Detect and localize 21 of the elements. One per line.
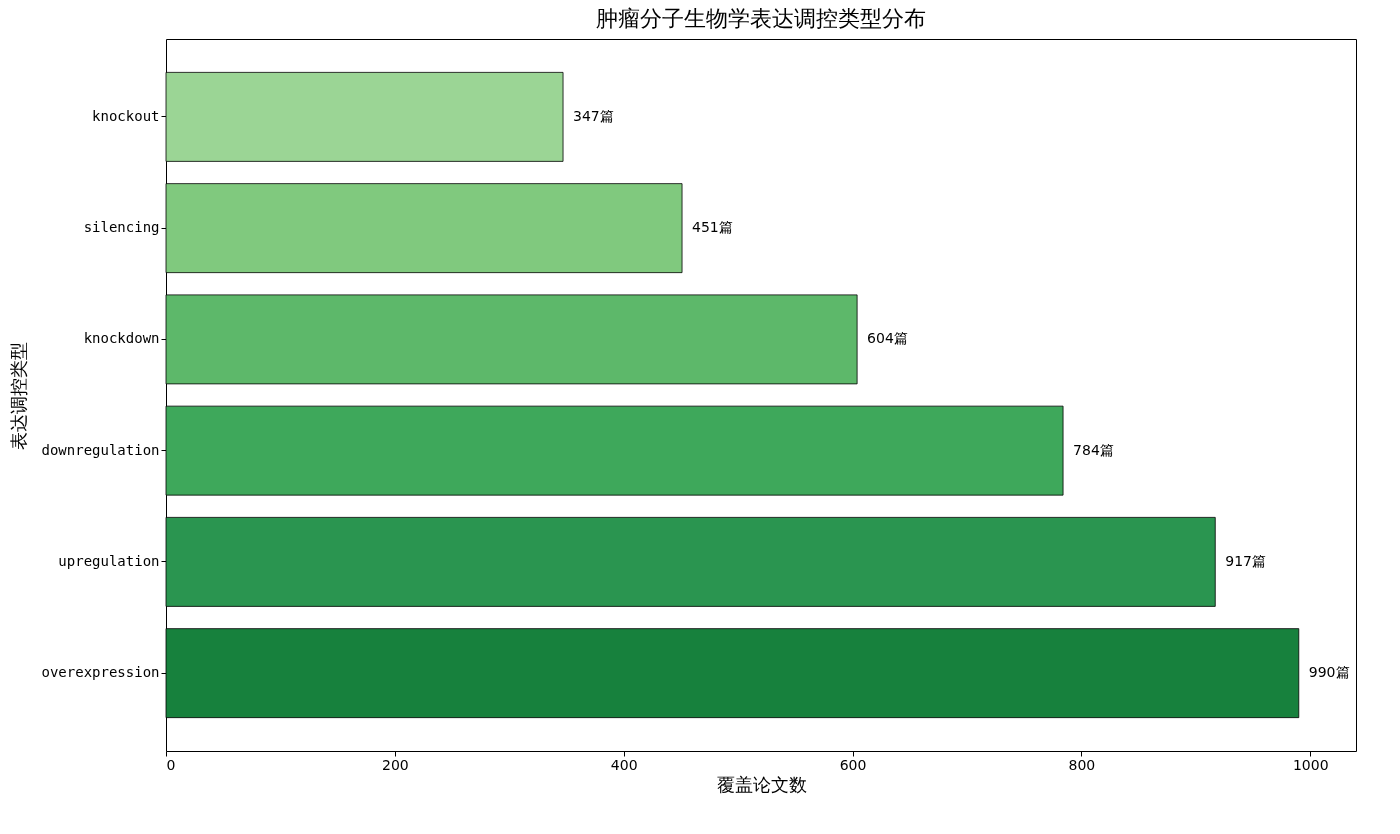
y-tick-label: knockdown <box>83 330 160 347</box>
y-tick-label: knockout <box>92 107 160 124</box>
x-tick-label: 0 <box>166 756 176 773</box>
data-label: 990篇 <box>1308 664 1350 681</box>
data-label: 784篇 <box>1073 441 1114 458</box>
y-tick-label: overexpression <box>41 664 160 681</box>
x-tick-label: 200 <box>381 756 409 773</box>
data-label: 604篇 <box>867 330 908 347</box>
x-tick-label: 400 <box>610 756 638 773</box>
data-label: 451篇 <box>692 219 733 236</box>
data-label: 917篇 <box>1225 552 1266 569</box>
x-tick-label: 600 <box>839 756 867 773</box>
y-tick-label: silencing <box>83 219 160 236</box>
chart-title: 肿瘤分子生物学表达调控类型分布 <box>596 6 926 31</box>
y-tick-label: downregulation <box>41 441 160 458</box>
x-tick-label: 800 <box>1068 756 1096 773</box>
y-axis-title: 表达调控类型 <box>8 341 30 450</box>
y-tick-label: upregulation <box>58 552 160 569</box>
data-label: 347篇 <box>573 107 614 124</box>
x-tick-label: 1000 <box>1292 756 1329 773</box>
x-axis-title: 覆盖论文数 <box>716 773 807 795</box>
